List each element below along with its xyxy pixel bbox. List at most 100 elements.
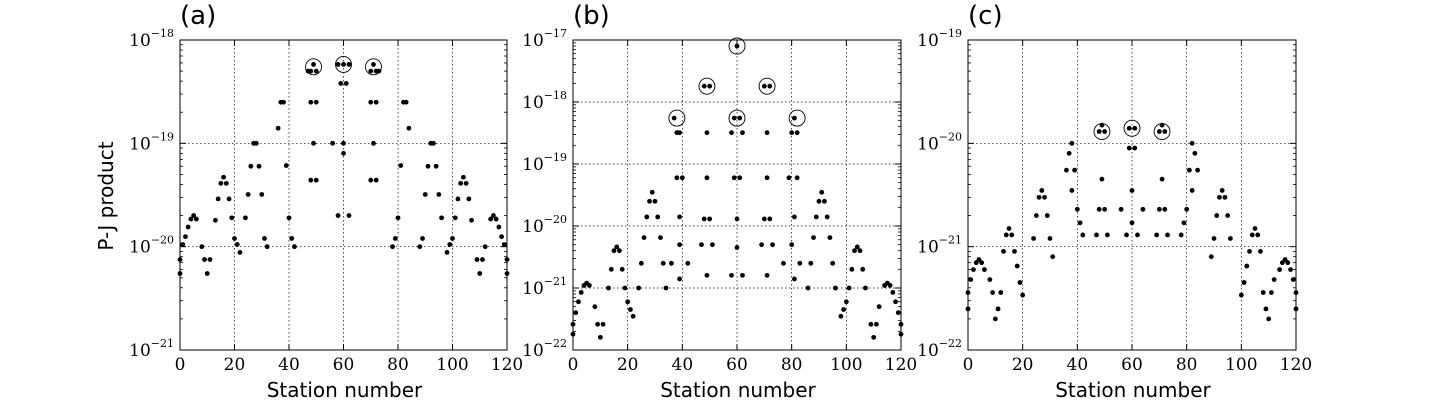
data-point: [685, 260, 691, 266]
x-tick-label: 40: [672, 355, 694, 375]
data-point: [1012, 248, 1017, 254]
data-point: [638, 260, 644, 266]
x-axis-label: Station number: [267, 378, 423, 400]
data-point: [737, 115, 743, 121]
data-point: [677, 130, 682, 136]
data-point: [887, 283, 893, 288]
data-point: [704, 272, 710, 278]
data-point: [587, 283, 592, 288]
data-point: [458, 180, 464, 186]
y-tick-base: 10: [917, 341, 939, 361]
y-tick-base: 10: [917, 134, 939, 154]
x-tick-label: 60: [1121, 355, 1143, 375]
data-point: [207, 257, 213, 262]
data-point: [740, 130, 745, 136]
data-point: [1208, 254, 1214, 260]
data-point: [734, 216, 740, 222]
data-point: [1279, 260, 1285, 266]
data-point: [731, 175, 737, 181]
data-point: [573, 310, 579, 316]
data-point: [313, 177, 319, 183]
y-tick-exponent: −17: [544, 27, 567, 40]
data-point: [1187, 167, 1192, 173]
data-point: [1017, 280, 1023, 285]
data-point: [1047, 236, 1053, 241]
x-tick-label: 120: [491, 355, 523, 375]
data-point: [764, 175, 770, 181]
data-point: [973, 260, 979, 266]
data-point: [830, 260, 836, 266]
data-point: [373, 177, 379, 183]
data-point: [1006, 226, 1012, 231]
data-point: [1154, 232, 1159, 238]
y-tick-label: 10−20: [522, 213, 567, 237]
data-point: [1102, 129, 1108, 134]
data-point: [226, 196, 232, 202]
data-point: [1162, 206, 1168, 212]
data-point: [874, 321, 879, 327]
data-point: [1042, 194, 1047, 200]
data-point: [202, 257, 207, 262]
data-point: [1263, 306, 1269, 312]
data-point: [1189, 140, 1195, 146]
x-tick-label: 0: [175, 355, 186, 375]
data-point: [1285, 260, 1291, 266]
data-point: [493, 216, 499, 222]
data-point: [636, 285, 641, 291]
x-tick-label: 120: [885, 355, 917, 375]
data-point: [764, 130, 770, 136]
data-point: [704, 130, 710, 136]
data-point: [854, 244, 860, 250]
data-point: [701, 216, 707, 222]
data-point: [281, 99, 286, 105]
data-point: [1069, 188, 1075, 193]
data-point: [330, 140, 335, 146]
data-point: [368, 177, 374, 183]
data-point: [890, 289, 896, 295]
data-point: [570, 321, 576, 327]
data-point: [490, 213, 496, 218]
y-tick-label: 10−19: [917, 27, 962, 51]
data-point: [1195, 167, 1200, 173]
data-point: [223, 180, 229, 186]
data-point: [1165, 232, 1170, 238]
data-point: [275, 125, 281, 131]
y-tick-label: 10−20: [129, 234, 174, 258]
highlight-circle: [788, 109, 806, 127]
data-point: [898, 321, 904, 327]
data-point: [496, 224, 502, 230]
highlight-circle: [335, 55, 352, 73]
data-point: [183, 234, 188, 240]
data-point: [965, 290, 971, 295]
data-point: [1192, 150, 1198, 156]
data-point: [283, 163, 289, 168]
data-point: [1178, 232, 1184, 238]
x-tick-label: 60: [726, 355, 748, 375]
data-point: [1211, 236, 1217, 241]
data-point: [1080, 232, 1086, 238]
data-point: [677, 276, 682, 282]
data-point: [819, 189, 825, 195]
highlight-circle: [758, 77, 776, 95]
data-point: [843, 299, 849, 305]
data-point: [1129, 188, 1135, 193]
data-point: [701, 83, 707, 89]
data-point: [1036, 194, 1042, 200]
data-point: [482, 244, 488, 250]
data-point: [1247, 248, 1252, 254]
data-point: [846, 285, 852, 291]
data-point: [1105, 232, 1110, 238]
data-point: [707, 83, 713, 89]
y-tick-base: 10: [522, 155, 544, 175]
data-point: [308, 99, 314, 105]
data-point: [658, 235, 663, 240]
data-point: [729, 130, 734, 136]
highlight-circle: [305, 58, 322, 76]
x-tick-label: 80: [387, 355, 409, 375]
data-point: [1031, 236, 1036, 241]
y-tick-label: 10−17: [522, 27, 567, 51]
y-tick-exponent: −21: [151, 337, 174, 350]
data-point: [461, 174, 466, 180]
